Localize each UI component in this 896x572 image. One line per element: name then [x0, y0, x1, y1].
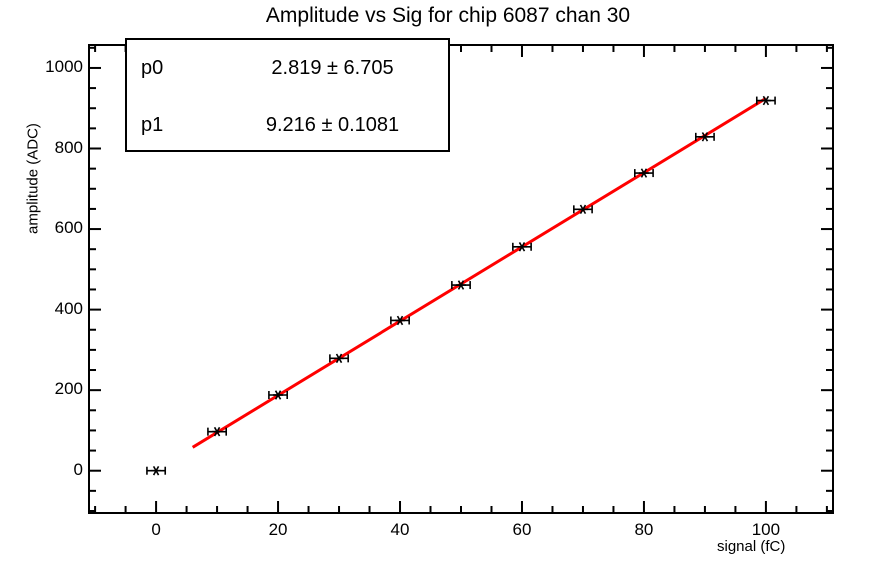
data-point	[329, 353, 349, 364]
stats-param-name: p1	[141, 114, 164, 136]
y-axis-tick-label: 200	[54, 379, 83, 399]
data-point	[146, 465, 167, 476]
y-axis-tick-label: 1000	[45, 56, 83, 76]
x-axis-tick-label: 20	[268, 520, 288, 539]
marker-stroke	[640, 168, 648, 178]
marker-stroke	[579, 204, 587, 215]
data-point	[634, 168, 654, 178]
y-axis-tick-label: 0	[73, 459, 83, 479]
data-point	[207, 426, 228, 437]
page-title: Amplitude vs Sig for chip 6087 chan 30	[265, 4, 631, 27]
data-point	[512, 242, 532, 252]
marker-stroke	[701, 132, 709, 142]
data-point	[573, 204, 593, 215]
x-axis-tick-label: 80	[634, 520, 654, 539]
data-point	[268, 390, 288, 400]
stats-row: p0 2.819 ± 6.705	[127, 40, 448, 97]
stats-row: p1 9.216 ± 0.1081	[127, 97, 448, 154]
marker-stroke	[335, 353, 343, 364]
marker-stroke	[762, 95, 770, 106]
y-axis-tick-label: 600	[54, 218, 83, 238]
stats-param-name: p0	[141, 57, 164, 79]
data-point	[755, 95, 776, 106]
marker-stroke	[518, 242, 526, 252]
data-point	[451, 280, 471, 290]
y-axis-tick-label: 400	[54, 298, 83, 318]
x-axis-tick-label: 0	[151, 520, 161, 539]
stats-param-value: 2.819 ± 6.705	[271, 57, 394, 79]
x-axis-tick-label: 100	[751, 520, 781, 539]
x-axis-tick-label: 60	[512, 520, 532, 539]
marker-stroke	[274, 390, 282, 400]
marker-stroke	[152, 465, 160, 476]
x-axis-title: signal (fC)	[717, 538, 786, 555]
marker-stroke	[457, 280, 465, 290]
data-series	[146, 95, 776, 476]
x-axis-tick-label: 40	[390, 520, 410, 539]
data-point	[390, 315, 410, 326]
fit-stats-box: p0 2.819 ± 6.705 p1 9.216 ± 0.1081	[125, 38, 450, 152]
stats-param-value: 9.216 ± 0.1081	[265, 114, 400, 136]
y-axis-tick-label: 800	[54, 137, 83, 157]
marker-stroke	[396, 315, 404, 326]
data-point	[694, 132, 715, 142]
fit-line	[191, 97, 767, 449]
marker-stroke	[213, 426, 221, 437]
